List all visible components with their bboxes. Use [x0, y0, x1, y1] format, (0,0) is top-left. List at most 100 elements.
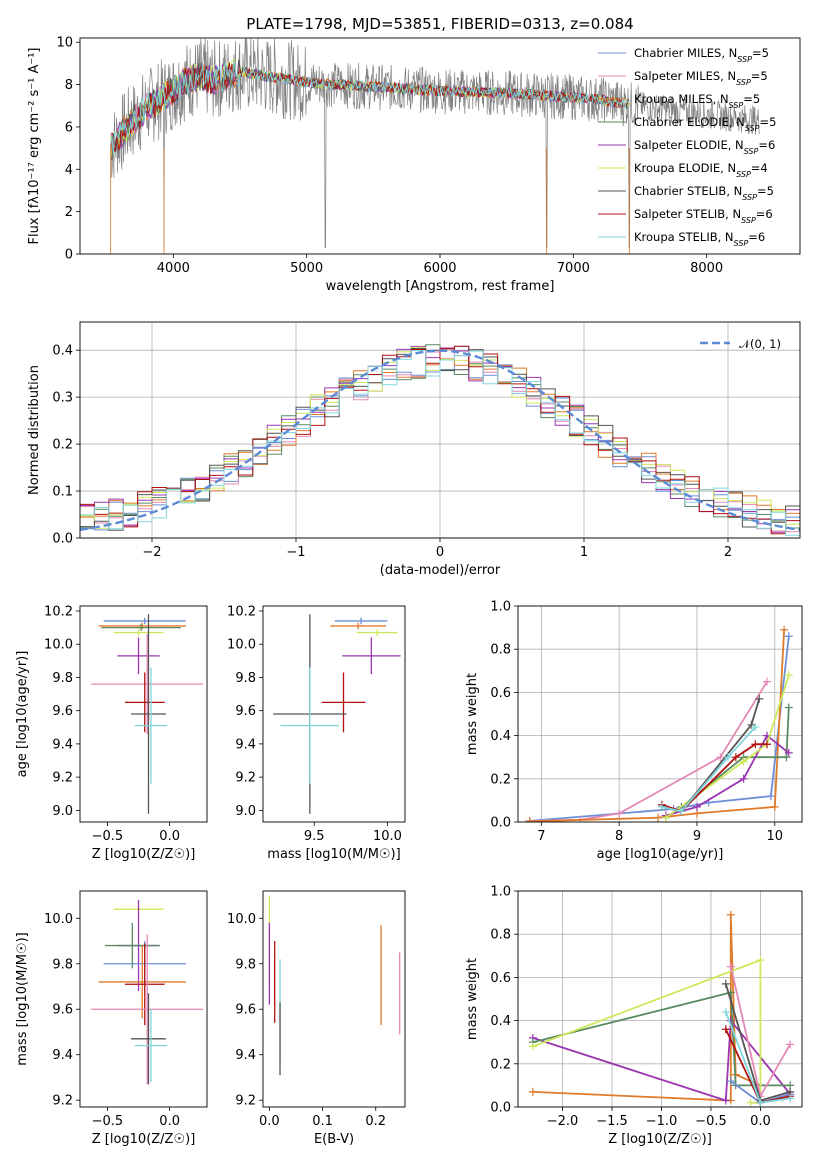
y-tick-label: 9.4 [52, 1048, 73, 1063]
x-tick-label: 0.2 [365, 1114, 386, 1129]
y-tick-label: 9.2 [235, 771, 256, 786]
legend-label: Chabrier MILES, NSSP=5 [634, 46, 769, 64]
weight-line [665, 674, 790, 819]
y-tick-label: 6 [65, 120, 73, 135]
x-tick-label: −1.5 [596, 1114, 628, 1129]
mass-vs-ebv-panel: 0.0 0.1 0.2 9.2 9.4 9.6 9.8 10.0 E(B-V) [227, 890, 406, 1147]
legend-label: Salpeter MILES, NSSP=5 [634, 69, 768, 87]
x-tick-label: 2 [724, 545, 732, 560]
weight-marker [661, 813, 670, 822]
age-vs-Z-panel: −0.5 0.0 9.0 9.2 9.4 9.6 9.8 10.0 10.2 Z [log10(Z… [15, 604, 208, 862]
weight-marker [751, 722, 760, 731]
weight-line [532, 991, 791, 1087]
y-tick-label: 0.6 [490, 686, 511, 701]
weight-marker [766, 792, 775, 801]
y-tick-label: 9.6 [235, 1003, 256, 1018]
axes-frame [79, 890, 208, 1108]
y-tick-label: 0.2 [490, 772, 511, 787]
y-tick-label: 2 [65, 205, 73, 220]
weight-marker [657, 802, 666, 811]
y-tick-label: 9.2 [52, 1094, 73, 1109]
weight-vs-Z-panel-plot-area [528, 910, 795, 1107]
age-vs-mass-panel-plot-area [273, 614, 401, 814]
x-tick-label: 0.0 [159, 1114, 180, 1129]
weight-marker [726, 1077, 735, 1086]
weight-marker [525, 817, 534, 822]
age-vs-mass-panel: 9.5 10.0 9.0 9.2 9.4 9.6 9.8 10.0 10.2 mass [log1… [227, 604, 406, 862]
y-tick-label: 9.0 [52, 804, 73, 819]
x-tick-label: 7000 [557, 261, 590, 276]
y-tick-label: 8 [65, 78, 73, 93]
y-tick-label: 10.0 [227, 912, 256, 927]
y-axis-label: mass weight [465, 673, 480, 755]
weight-marker [726, 962, 735, 971]
weight-marker [721, 1007, 730, 1016]
y-tick-label: 10.0 [227, 638, 256, 653]
x-axis-label: wavelength [Angstrom, rest frame] [326, 279, 555, 294]
y-tick-label: 0.4 [52, 344, 73, 359]
axes-frame [262, 605, 406, 823]
weight-marker [746, 1098, 755, 1107]
x-tick-label: −1.0 [646, 1114, 678, 1129]
y-tick-label: 10 [56, 36, 73, 51]
y-tick-label: 9.0 [235, 804, 256, 819]
weight-marker [784, 703, 793, 712]
x-tick-label: −0.5 [92, 1114, 124, 1129]
x-tick-label: 8000 [690, 261, 723, 276]
y-tick-label: 0.2 [52, 438, 73, 453]
y-tick-label: 4 [65, 163, 73, 178]
y-tick-label: 9.4 [52, 737, 73, 752]
age-vs-Z-panel-plot-area [91, 614, 204, 814]
x-tick-label: 10 [766, 829, 783, 844]
weight-line [532, 914, 761, 1102]
weight-marker [784, 632, 793, 641]
y-tick-label: 9.6 [52, 1003, 73, 1018]
y-axis-label: age [log10(age/yr)] [15, 651, 30, 778]
weight-marker [731, 753, 740, 762]
weight-marker [756, 1098, 765, 1107]
y-tick-label: 0.3 [52, 391, 73, 406]
y-axis-label: Flux [fλ10⁻¹⁷ erg cm⁻² s⁻¹ A⁻¹] [27, 48, 42, 245]
spectrum-panel: 4000 5000 6000 7000 8000 0 2 4 6 8 10 wavelength [A… [27, 36, 801, 294]
y-tick-label: 0.4 [490, 1014, 511, 1029]
weight-line [661, 726, 756, 813]
residual-histogram-panel-plot-area [80, 344, 800, 536]
y-tick-label: 9.8 [235, 671, 256, 686]
x-tick-label: −2.0 [547, 1114, 579, 1129]
y-tick-label: 9.6 [52, 704, 73, 719]
y-tick-label: 0.1 [52, 485, 73, 500]
weight-marker [784, 748, 793, 757]
normal-curve [80, 349, 800, 531]
legend-label: Kroupa MILES, NSSP=5 [634, 92, 760, 110]
weight-marker [739, 774, 748, 783]
y-tick-label: 10.0 [44, 638, 73, 653]
legend-label: Chabrier ELODIE, NSSP=5 [634, 115, 776, 133]
x-axis-label: E(B-V) [314, 1132, 354, 1147]
mass-vs-Z-panel-plot-area [91, 900, 204, 1085]
y-tick-label: 10.2 [227, 604, 256, 619]
weight-line [529, 636, 790, 822]
weight-line [532, 958, 762, 1104]
y-tick-label: 9.4 [235, 1048, 256, 1063]
x-tick-label: −0.5 [92, 829, 124, 844]
x-tick-label: 1 [580, 545, 588, 560]
y-tick-label: 9.8 [52, 957, 73, 972]
weight-marker [784, 671, 793, 680]
y-axis-label: Normed distribution [27, 365, 42, 495]
x-tick-label: 7 [537, 829, 545, 844]
legend-label: Kroupa STELIB, NSSP=6 [634, 230, 765, 248]
legend-label: Salpeter ELODIE, NSSP=6 [634, 138, 775, 156]
weight-vs-Z-panel: −2.0 −1.5 −1.0 −0.5 0.0 0.0 0.2 0.4 0.6 0.8 1.0 Z [… [465, 885, 803, 1147]
mass-vs-ebv-panel-plot-area [268, 895, 401, 1076]
weight-marker [724, 753, 733, 762]
spectrum-panel-plot-area [110, 38, 760, 254]
weight-marker [654, 813, 663, 822]
y-axis-label: mass [log10(M/M☉)] [15, 932, 30, 1065]
weight-marker [780, 625, 789, 634]
y-tick-label: 0.0 [52, 532, 73, 547]
weight-marker [762, 677, 771, 686]
weight-marker [786, 1094, 795, 1103]
weight-marker [721, 1025, 730, 1034]
weight-marker [528, 1087, 537, 1096]
y-tick-label: 0.6 [490, 971, 511, 986]
